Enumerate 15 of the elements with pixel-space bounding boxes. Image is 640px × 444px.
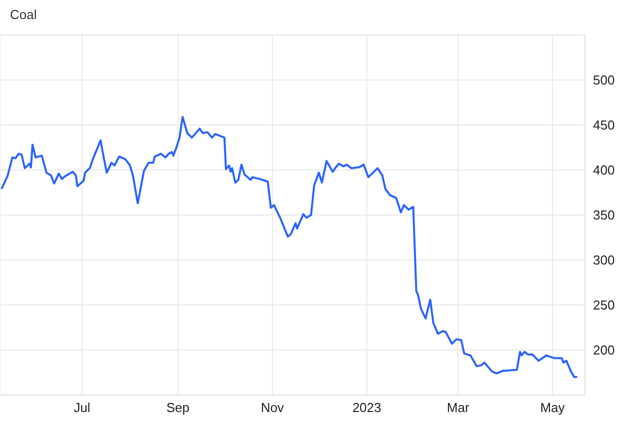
y-tick-label: 200: [593, 342, 615, 358]
x-tick-label: Nov: [260, 400, 284, 416]
x-tick-label: 2023: [352, 400, 382, 416]
x-tick-label: Jul: [74, 400, 90, 416]
y-tick-label: 450: [593, 118, 615, 133]
y-tick-label: 400: [593, 162, 615, 178]
x-tick-label: Mar: [446, 400, 470, 416]
x-tick-label: May: [540, 400, 566, 416]
line-series: [0, 116, 578, 378]
chart-title: Coal: [10, 7, 37, 22]
y-tick-label: 500: [593, 72, 615, 88]
x-tick-label: Sep: [166, 400, 190, 416]
y-tick-label: 300: [593, 252, 615, 268]
y-tick-label: 350: [593, 208, 615, 223]
y-tick-label: 250: [593, 298, 615, 313]
